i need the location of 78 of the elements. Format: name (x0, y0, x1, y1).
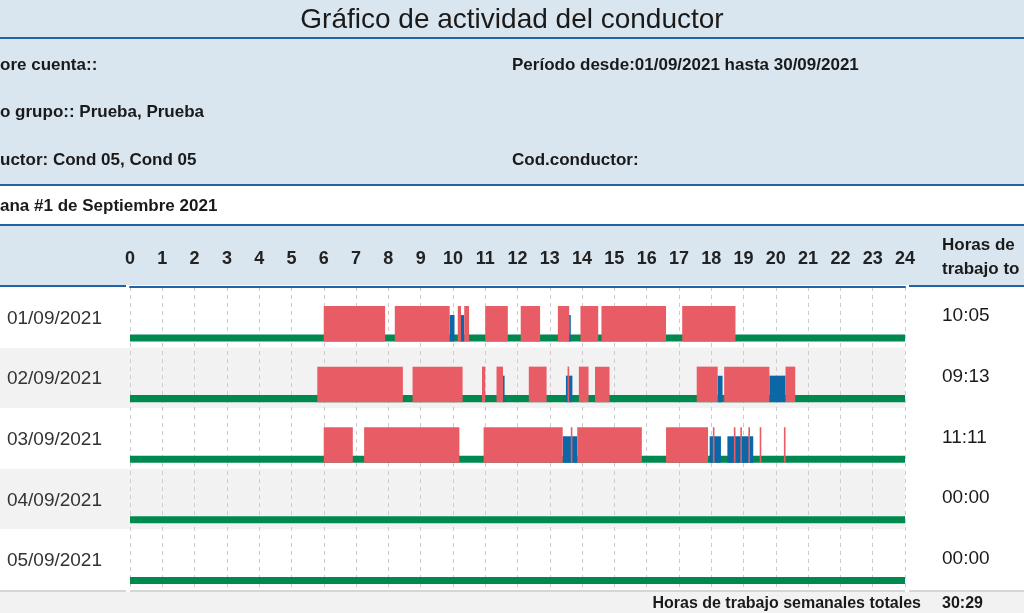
x-tick-label: 0 (124, 248, 136, 268)
bar (785, 366, 796, 403)
bar (601, 306, 667, 342)
text: Cod.conductor: (512, 149, 639, 171)
x-tick-label: 6 (318, 248, 329, 268)
x-tick-label: 18 (701, 248, 722, 268)
bar (394, 306, 450, 342)
text: 11:11 (942, 425, 987, 448)
x-tick-label: 22 (830, 248, 851, 268)
bar (717, 375, 723, 403)
bar (317, 366, 403, 403)
text: uctor: Cond 05, Cond 05 (0, 149, 197, 171)
y-tick-label: 03/09/2021 (6, 428, 102, 449)
x-tick-label: 24 (894, 248, 916, 268)
bar (464, 306, 470, 342)
text: Horas de trabajo semanales totales (652, 593, 921, 613)
bar (682, 306, 736, 342)
x-tick-label: 14 (572, 248, 593, 268)
bar (724, 366, 770, 403)
x-tick-label: 1 (157, 248, 168, 268)
y-tick-label: 01/09/2021 (6, 306, 102, 328)
x-tick-label: 19 (733, 248, 754, 268)
bar (696, 366, 718, 403)
x-tick-label: 8 (383, 248, 394, 268)
bar (130, 516, 905, 524)
x-tick-label: 3 (221, 248, 232, 268)
bar (364, 427, 460, 463)
bar (130, 576, 905, 584)
y-tick-label: 04/09/2021 (6, 488, 102, 510)
text: Período desde:01/09/2021 hasta 30/09/2021 (512, 54, 859, 76)
x-tick-label: 13 (539, 248, 560, 268)
x-tick-label: 16 (636, 248, 657, 268)
bar (709, 436, 721, 463)
x-tick-label: 2 (189, 248, 200, 268)
x-tick-label: 15 (604, 248, 625, 268)
chart-title: Gráfico de actividad del conductor (299, 2, 725, 36)
text: 10:05 (942, 304, 990, 327)
bar (457, 306, 461, 342)
text: 09:13 (942, 364, 990, 387)
bar (769, 375, 786, 403)
text: Horas de trabajo to (942, 234, 1021, 280)
x-tick-label: 5 (286, 248, 297, 268)
x-tick-label: 12 (507, 248, 528, 268)
bar (323, 427, 353, 463)
bar (485, 306, 508, 342)
x-tick-label: 7 (351, 248, 362, 268)
bar (496, 366, 503, 403)
bar (557, 306, 570, 342)
x-tick-label: 9 (415, 248, 426, 268)
x-tick-label: 10 (442, 248, 463, 268)
x-tick-label: 4 (254, 248, 265, 268)
x-tick-label: 23 (862, 248, 883, 268)
text: ana #1 de Septiembre 2021 (0, 195, 218, 217)
bar (481, 366, 486, 403)
text: ore cuenta:: (0, 54, 98, 76)
bar (578, 366, 589, 403)
bar (666, 427, 709, 463)
y-tick-label: 05/09/2021 (6, 549, 102, 571)
bar (460, 315, 465, 342)
bar (595, 366, 610, 403)
bar (483, 427, 563, 463)
x-tick-label: 21 (798, 248, 819, 268)
text: 30:29 (942, 593, 983, 613)
bar (580, 306, 599, 342)
text: o grupo:: Prueba, Prueba (0, 101, 205, 123)
x-tick-label: 11 (475, 248, 495, 268)
bar (449, 315, 455, 342)
x-tick-label: 17 (668, 248, 689, 268)
y-tick-label: 02/09/2021 (6, 367, 102, 389)
bar (412, 366, 463, 403)
bar (520, 306, 541, 342)
bar (528, 366, 547, 403)
bar (562, 436, 578, 463)
bar (577, 427, 642, 463)
text: 00:00 (942, 546, 990, 569)
bar (323, 306, 386, 342)
text: 00:00 (942, 486, 990, 509)
x-tick-label: 20 (765, 248, 786, 268)
